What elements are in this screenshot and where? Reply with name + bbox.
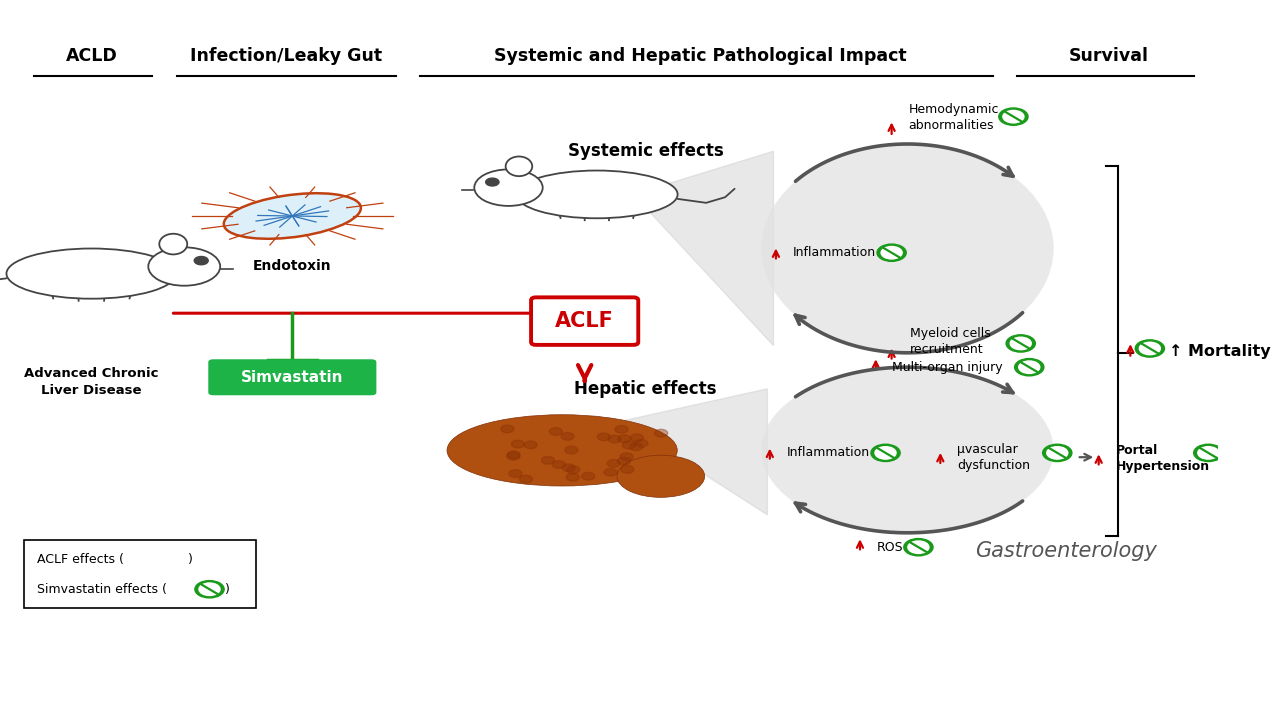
Circle shape xyxy=(877,244,906,261)
Circle shape xyxy=(567,466,580,474)
Text: µvascular
dysfunction: µvascular dysfunction xyxy=(957,443,1030,472)
Circle shape xyxy=(552,461,566,469)
Text: Gastroenterology: Gastroenterology xyxy=(975,541,1157,561)
Ellipse shape xyxy=(159,234,187,254)
Circle shape xyxy=(561,433,575,440)
Circle shape xyxy=(1043,444,1071,462)
Circle shape xyxy=(566,473,580,481)
Circle shape xyxy=(998,108,1028,125)
Text: Inflammation: Inflammation xyxy=(792,246,876,259)
Circle shape xyxy=(621,466,634,473)
Circle shape xyxy=(549,428,562,436)
Circle shape xyxy=(1004,110,1024,123)
Circle shape xyxy=(1047,446,1068,459)
Circle shape xyxy=(870,444,900,462)
Circle shape xyxy=(604,469,617,476)
Polygon shape xyxy=(634,151,773,346)
Circle shape xyxy=(520,475,532,483)
Circle shape xyxy=(881,246,902,259)
Text: ): ) xyxy=(188,553,192,566)
Circle shape xyxy=(1139,342,1161,355)
Circle shape xyxy=(876,446,896,459)
Circle shape xyxy=(904,539,933,556)
Circle shape xyxy=(1135,340,1165,357)
Circle shape xyxy=(1019,361,1039,374)
Circle shape xyxy=(507,451,520,459)
Text: Infection/Leaky Gut: Infection/Leaky Gut xyxy=(191,47,383,65)
Circle shape xyxy=(620,453,634,461)
Circle shape xyxy=(1198,446,1219,459)
Circle shape xyxy=(908,541,929,554)
Text: Inflammation: Inflammation xyxy=(787,446,870,459)
Circle shape xyxy=(630,443,643,451)
Text: Endotoxin: Endotoxin xyxy=(253,259,332,273)
Circle shape xyxy=(1006,335,1036,352)
Circle shape xyxy=(195,580,224,598)
Text: Survival: Survival xyxy=(1069,47,1148,65)
Text: Advanced Chronic
Liver Disease: Advanced Chronic Liver Disease xyxy=(24,367,159,397)
Circle shape xyxy=(635,439,648,447)
Text: Systemic effects: Systemic effects xyxy=(568,143,723,161)
Ellipse shape xyxy=(617,455,705,498)
Polygon shape xyxy=(621,389,768,515)
Text: Myeloid cells
recruitment: Myeloid cells recruitment xyxy=(910,328,991,356)
FancyBboxPatch shape xyxy=(209,359,376,395)
Text: ↑ Mortality: ↑ Mortality xyxy=(1170,344,1271,359)
Ellipse shape xyxy=(148,248,220,286)
Circle shape xyxy=(598,433,611,441)
Circle shape xyxy=(1194,444,1222,462)
Text: Simvastatin effects (: Simvastatin effects ( xyxy=(37,582,166,595)
Circle shape xyxy=(607,459,621,467)
Ellipse shape xyxy=(475,169,543,206)
Text: Multi-organ injury: Multi-organ injury xyxy=(892,361,1002,374)
Circle shape xyxy=(581,472,595,480)
Circle shape xyxy=(1010,337,1032,350)
FancyBboxPatch shape xyxy=(531,297,639,345)
Ellipse shape xyxy=(224,193,361,239)
Circle shape xyxy=(512,440,525,448)
Circle shape xyxy=(500,425,515,433)
Circle shape xyxy=(614,426,628,433)
Circle shape xyxy=(198,583,220,595)
Circle shape xyxy=(485,178,499,186)
Ellipse shape xyxy=(762,144,1053,353)
Circle shape xyxy=(618,435,631,443)
Circle shape xyxy=(654,429,668,437)
Text: Systemic and Hepatic Pathological Impact: Systemic and Hepatic Pathological Impact xyxy=(494,47,906,65)
Circle shape xyxy=(509,469,522,477)
Circle shape xyxy=(630,434,644,441)
Ellipse shape xyxy=(762,367,1053,533)
Ellipse shape xyxy=(506,156,532,176)
Text: Hepatic effects: Hepatic effects xyxy=(575,380,717,397)
Text: Simvastatin: Simvastatin xyxy=(241,370,343,384)
Circle shape xyxy=(541,456,554,464)
Ellipse shape xyxy=(6,248,177,299)
FancyBboxPatch shape xyxy=(24,540,256,608)
Circle shape xyxy=(562,464,575,472)
Ellipse shape xyxy=(447,415,677,486)
Text: ACLF: ACLF xyxy=(556,311,614,331)
Circle shape xyxy=(617,457,631,465)
Circle shape xyxy=(1015,359,1044,376)
Circle shape xyxy=(195,256,209,265)
Text: ROS: ROS xyxy=(877,541,904,554)
Circle shape xyxy=(564,446,579,454)
Ellipse shape xyxy=(516,171,677,218)
Circle shape xyxy=(608,435,621,443)
Circle shape xyxy=(524,441,538,449)
Text: Portal
Hypertension: Portal Hypertension xyxy=(1116,444,1210,473)
Text: ACLD: ACLD xyxy=(65,47,118,65)
Text: Hemodynamic
abnormalities: Hemodynamic abnormalities xyxy=(909,103,1000,132)
Text: ): ) xyxy=(225,582,230,595)
Circle shape xyxy=(507,452,520,460)
Circle shape xyxy=(622,441,635,449)
Text: ACLF effects (: ACLF effects ( xyxy=(37,553,123,566)
